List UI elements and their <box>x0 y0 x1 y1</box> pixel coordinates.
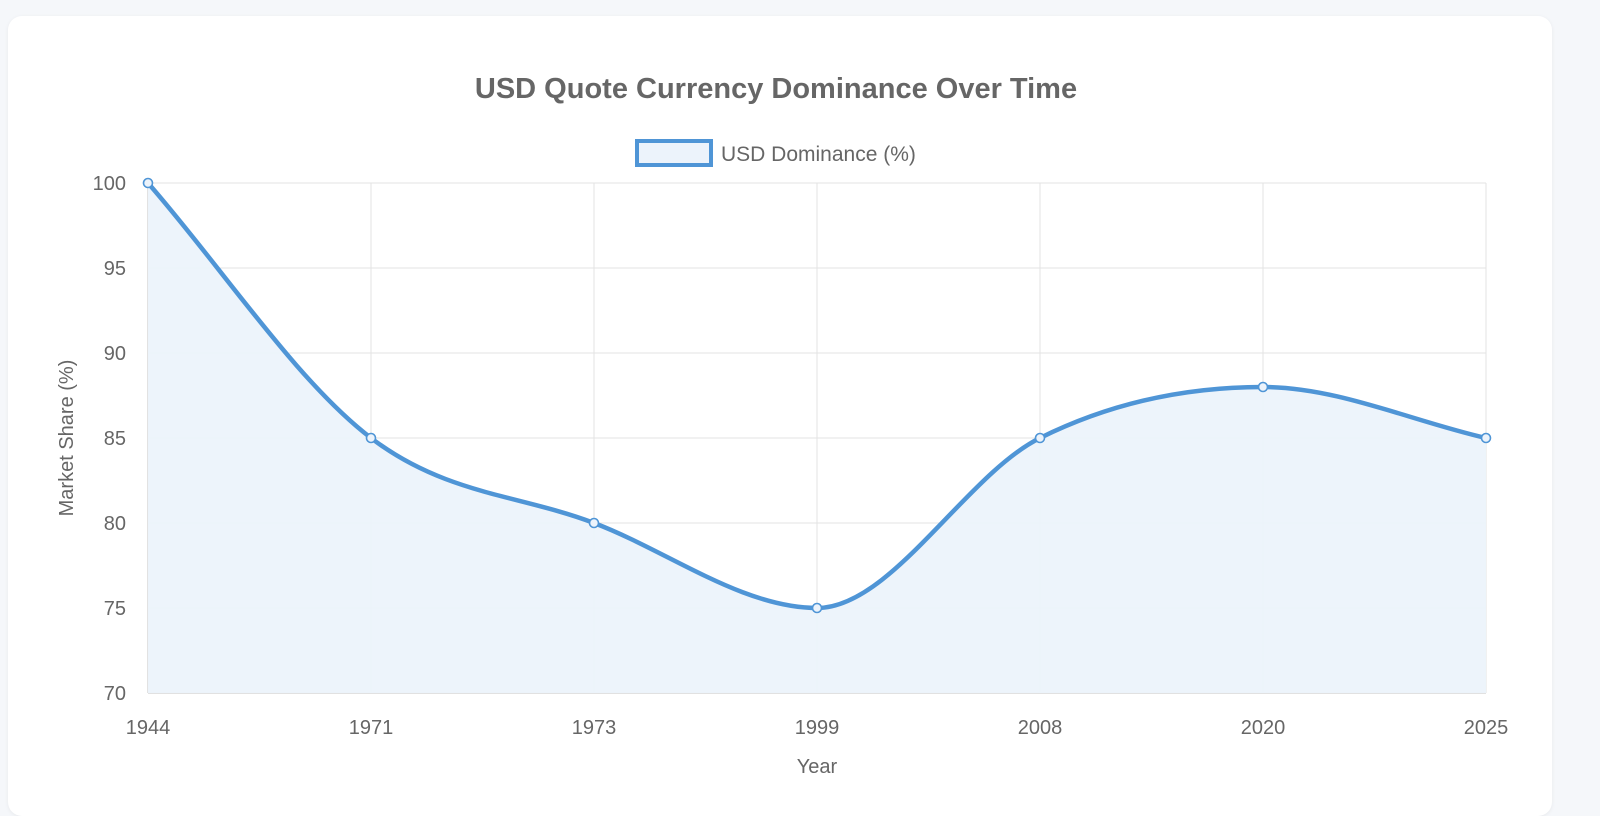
x-tick-label: 1944 <box>126 717 171 739</box>
x-tick-label: 2020 <box>1241 717 1286 739</box>
x-tick-label: 1999 <box>795 717 840 739</box>
x-axis-title: Year <box>797 756 838 778</box>
y-tick-label: 100 <box>93 173 126 195</box>
y-axis-title: Market Share (%) <box>56 360 78 517</box>
legend-swatch[interactable] <box>635 139 713 167</box>
data-points <box>142 177 1492 614</box>
area-fill <box>148 183 1486 693</box>
y-tick-label: 75 <box>104 598 126 620</box>
y-tick-label: 85 <box>104 428 126 450</box>
legend[interactable]: USD Dominance (%) <box>635 139 916 167</box>
data-point-2008[interactable] <box>1034 432 1046 444</box>
y-tick-label: 90 <box>104 343 126 365</box>
x-tick-label: 1973 <box>572 717 617 739</box>
data-point-1971[interactable] <box>365 432 377 444</box>
data-point-1944[interactable] <box>142 177 154 189</box>
y-tick-label: 80 <box>104 513 126 535</box>
data-point-2020[interactable] <box>1257 381 1269 393</box>
x-tick-label: 1971 <box>349 717 394 739</box>
chart-title: USD Quote Currency Dominance Over Time <box>475 73 1077 105</box>
y-tick-label: 95 <box>104 258 126 280</box>
data-point-1999[interactable] <box>811 602 823 614</box>
data-point-2025[interactable] <box>1480 432 1492 444</box>
data-point-1973[interactable] <box>588 517 600 529</box>
y-tick-label: 70 <box>104 683 126 705</box>
chart-svg: USD Quote Currency Dominance Over Time U… <box>56 73 1509 778</box>
x-tick-label: 2025 <box>1464 717 1509 739</box>
y-axis-ticks: 70 75 80 85 90 95 100 <box>93 173 126 705</box>
x-tick-label: 2008 <box>1018 717 1063 739</box>
x-axis-ticks: 1944 1971 1973 1999 2008 2020 2025 <box>126 717 1509 739</box>
legend-label[interactable]: USD Dominance (%) <box>721 143 916 166</box>
